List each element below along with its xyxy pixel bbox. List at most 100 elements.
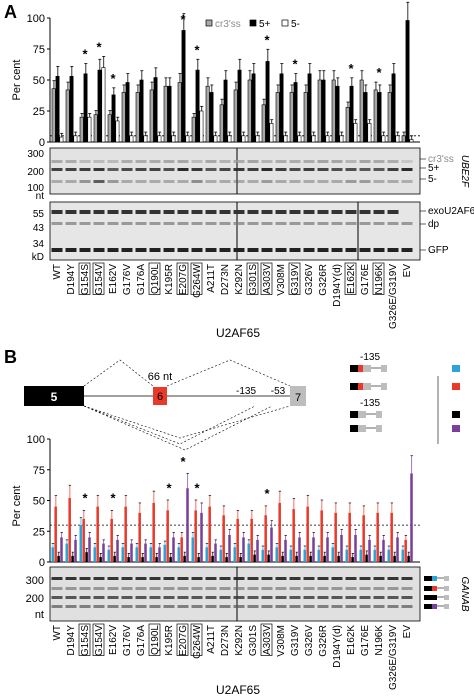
bar-a-5-G176E	[363, 92, 368, 143]
significance-star-a: *	[82, 47, 88, 62]
bar-b-3-G301S	[256, 539, 259, 562]
y-tick-label-b: 75	[33, 465, 45, 477]
bar-a-5-A211T	[213, 135, 218, 143]
gel-band-b	[233, 596, 245, 599]
gel-band-b	[93, 596, 105, 599]
bar-a-cr3ss-A211T	[205, 85, 210, 143]
bar-b-0-K292N	[233, 547, 237, 562]
bar-b-0-V308M	[275, 547, 279, 562]
gel-band-a	[79, 160, 91, 163]
gel-band-b	[107, 596, 119, 599]
y-axis-label-b: Per cent	[11, 486, 23, 527]
lane-label-b: D273N	[220, 625, 231, 656]
gel-band-b	[121, 577, 133, 580]
lane-label-b: E162V	[108, 625, 119, 655]
protein-band-exo	[317, 210, 329, 214]
protein-band-exo	[373, 210, 385, 214]
bar-a-5-E162K	[353, 123, 358, 143]
gel-band-a	[205, 180, 217, 183]
bar-a-5-G301S	[251, 73, 256, 143]
gel-marker-protein: 55	[33, 209, 45, 220]
bar-b-0-G264W	[191, 537, 195, 562]
lane-label-a: Q190L	[150, 264, 161, 294]
gel-marker-a: nt	[36, 191, 45, 202]
lane-label-b: G319V	[290, 625, 301, 656]
bar-b-1-E162K	[348, 512, 351, 562]
gel-band-a	[261, 160, 273, 163]
gel-band-b	[401, 596, 413, 599]
x-axis-label-a: U2AF65	[216, 326, 260, 340]
bar-a-cr3ss-V308M	[275, 92, 280, 143]
lane-label-a: G154V	[94, 264, 105, 295]
bar-b-3-E162V	[116, 539, 119, 562]
protein-band-exo	[121, 210, 133, 214]
bar-b-1-G154S	[82, 518, 85, 562]
y-tick-label-a: 75	[33, 44, 45, 56]
protein-band-gfp	[177, 248, 189, 252]
splice-path-5-53	[83, 405, 273, 451]
gel-band-b	[149, 605, 161, 608]
gel-band-a	[93, 168, 105, 171]
protein-band-gfp	[275, 248, 287, 252]
gel-band-a	[373, 180, 385, 183]
protein-band-gfp	[317, 248, 329, 252]
bar-a-5-G326V	[307, 73, 312, 143]
bar-a-5-G176V	[125, 82, 130, 143]
gel-band-a	[247, 180, 259, 183]
gel-band-a	[387, 168, 399, 171]
bar-b-3-G176V	[130, 543, 133, 562]
isoform-block	[358, 365, 363, 372]
gel-band-a	[149, 168, 161, 171]
protein-band-gfp	[219, 248, 231, 252]
gel-band-a	[177, 160, 189, 163]
protein-band-dp	[135, 222, 147, 225]
protein-band-dp	[79, 222, 91, 225]
bar-b-0-G176V	[121, 547, 125, 562]
bar-b-2-D194Y(d)	[337, 555, 340, 562]
bar-a-cr3ss-G176V	[121, 92, 126, 143]
significance-star-a: *	[264, 32, 270, 47]
protein-band-dp	[205, 222, 217, 225]
bar-b-1-A303V	[264, 515, 267, 562]
gel-band-b	[79, 587, 91, 590]
bar-b-1-K195R	[166, 510, 169, 562]
gel-band-b	[233, 577, 245, 580]
gel-band-b	[149, 577, 161, 580]
protein-band-dp	[65, 222, 77, 225]
lane-box-b	[260, 623, 273, 656]
lane-label-a: G301S	[248, 264, 259, 295]
bar-b-0-E207G	[177, 547, 181, 562]
gel-marker-a: 100	[27, 183, 44, 194]
gel-band-b	[261, 605, 273, 608]
lane-label-a: A211T	[206, 264, 217, 293]
gel-band-b	[331, 605, 343, 608]
lane-box-a	[92, 262, 105, 295]
gel-marker-b: 200	[26, 593, 44, 605]
gel-band-a	[135, 180, 147, 183]
gel-band-b	[149, 596, 161, 599]
lane-box-a	[78, 262, 91, 295]
gel-band-b	[345, 605, 357, 608]
bar-a-cr3ss-K195R	[163, 85, 168, 143]
lane-box-a	[344, 262, 357, 295]
splice-path-5-6	[83, 359, 154, 387]
bar-a-5-D273N	[227, 135, 232, 143]
lane-label-b: D194Y	[66, 625, 77, 656]
lane-box-b	[92, 623, 105, 656]
gel-band-a	[191, 168, 203, 171]
bar-b-0-G301S	[247, 543, 251, 562]
bar-a-5-N196K	[377, 92, 382, 143]
bar-a-cr3ss-G154S	[79, 116, 84, 143]
lane-box-a	[148, 262, 161, 295]
lane-label-b: N196K	[374, 625, 385, 656]
bar-b-0-EV	[401, 549, 405, 562]
bar-a-cr3ss-G326V	[303, 92, 308, 143]
bar-a-5-WT	[59, 136, 64, 143]
gel-band-b	[79, 605, 91, 608]
isoform-block	[381, 383, 387, 390]
gel-band-a	[289, 160, 301, 163]
gel-band-b	[65, 596, 77, 599]
protein-band-exo	[65, 210, 77, 214]
gel-band-b	[163, 605, 175, 608]
panel-a-letter: A	[4, 2, 17, 22]
